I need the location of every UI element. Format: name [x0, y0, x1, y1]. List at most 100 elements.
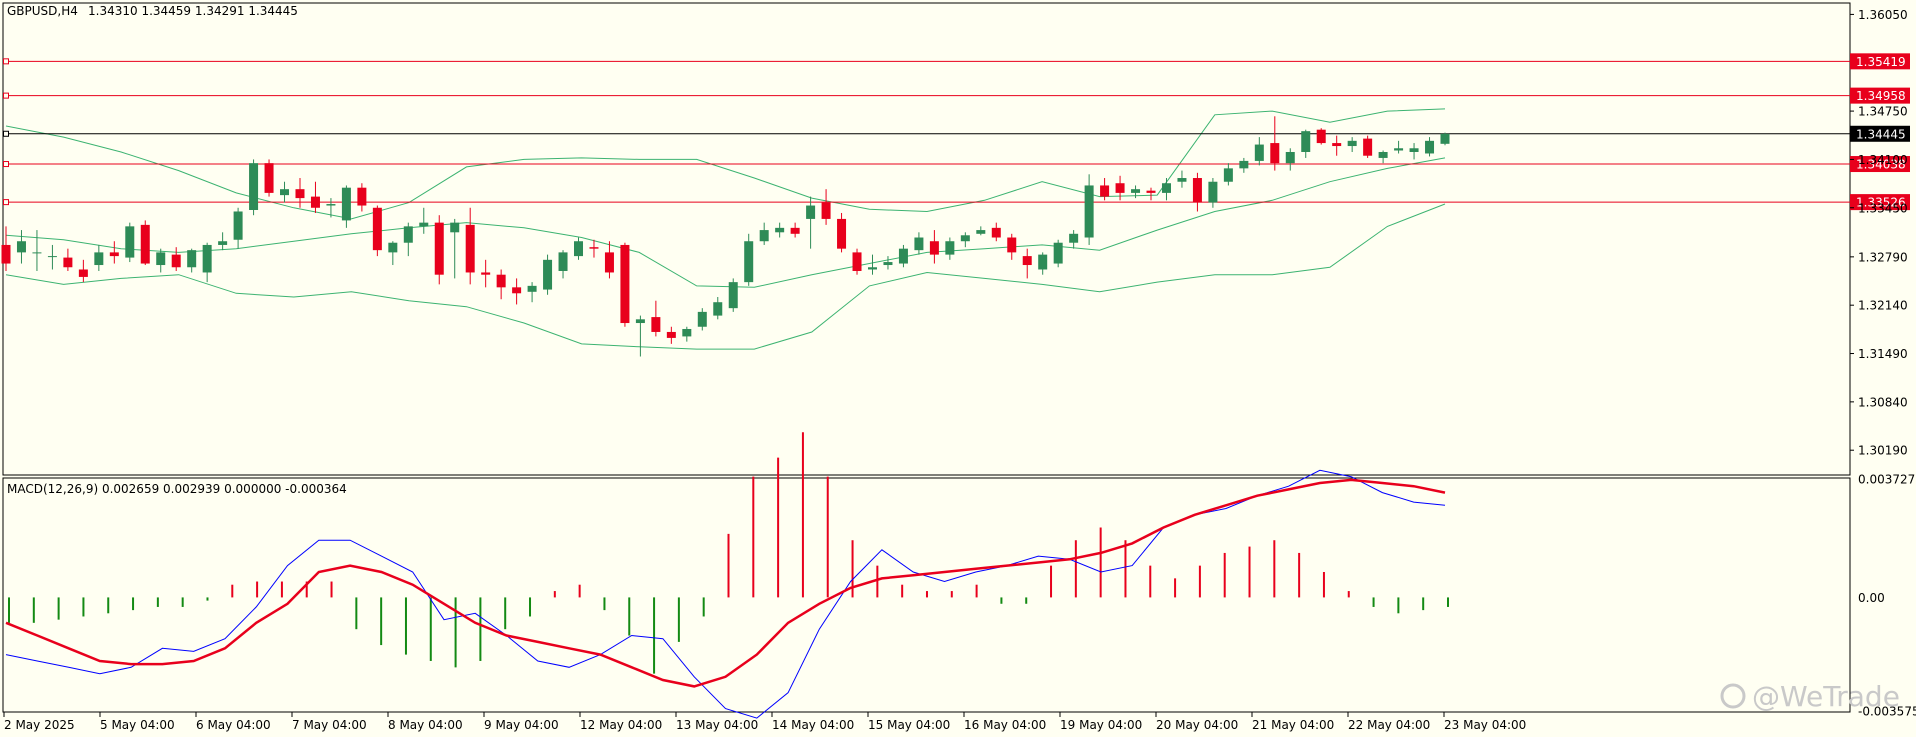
candle-bull [759, 230, 769, 242]
time-tick-label: 13 May 04:00 [676, 718, 758, 732]
candle-bear [1007, 237, 1017, 253]
candle-bear [1, 244, 11, 264]
macd-tick-label: 0.003727 [1858, 473, 1915, 487]
time-tick-label: 8 May 04:00 [388, 718, 463, 732]
candle-bull [1425, 140, 1435, 154]
candle-bear [666, 331, 676, 338]
candle-bear [295, 189, 305, 199]
candle-bull [1053, 242, 1063, 264]
current-price-tag-text: 1.34445 [1856, 127, 1906, 141]
candle-bull [1084, 185, 1094, 238]
level-3-tag [1850, 194, 1910, 211]
horizontal-levels[interactable]: 1.35419 1.34958 1.34038 1.33526 1.34445 [3, 53, 1910, 211]
time-tick-label: 15 May 04:00 [868, 718, 950, 732]
candle-bull [1378, 151, 1388, 158]
level-2-anchor [3, 161, 9, 168]
candle-bull [341, 187, 351, 221]
price-tick-label: 1.36050 [1858, 8, 1908, 22]
candle-bull [280, 189, 290, 196]
candle-bull [1301, 131, 1311, 152]
candle-bull [728, 282, 738, 309]
candle-bull [1177, 178, 1187, 182]
candle-bear [264, 163, 274, 193]
candle-bear [604, 252, 614, 273]
level-1-tag-text: 1.34958 [1856, 89, 1906, 103]
candle-bear [1115, 183, 1125, 193]
candle-bull [775, 227, 785, 233]
candle-bull [713, 302, 723, 316]
candle-bull [744, 241, 754, 283]
candle-bull [1440, 133, 1450, 144]
candle-bull [1208, 181, 1218, 203]
candle-bull [960, 235, 970, 242]
candle-bull [125, 226, 135, 258]
candle-bear [63, 257, 73, 268]
time-tick-label: 19 May 04:00 [1060, 718, 1142, 732]
candle-bear [109, 252, 119, 257]
candle-bull [47, 256, 57, 258]
time-tick-label: 2 May 2025 [4, 718, 75, 732]
current-price-tag [1850, 125, 1910, 142]
wetrade-icon [1720, 683, 1746, 709]
candle-bull [1285, 151, 1295, 164]
candle-bull [233, 211, 243, 240]
candle-bull [883, 262, 893, 266]
macd-tick-label: -0.003575 [1858, 705, 1916, 719]
candle-bull [682, 328, 692, 337]
candle-bull [450, 222, 460, 233]
candle-bull [202, 244, 212, 273]
candle-bull [249, 163, 259, 210]
candle-bear [140, 224, 150, 264]
current-price-anchor [3, 130, 9, 137]
time-tick-label: 6 May 04:00 [196, 718, 271, 732]
candle-bull [806, 205, 816, 219]
candle-bull [218, 241, 228, 245]
candle-bear [1270, 143, 1280, 164]
candle-bull [1254, 144, 1264, 161]
price-panel-frame [2, 2, 1851, 476]
level-2-tag [1850, 156, 1910, 173]
candle-bull [1347, 140, 1357, 147]
level-1-tag [1850, 87, 1910, 104]
candle-bear [1332, 143, 1342, 147]
price-tick-label: 1.32790 [1858, 250, 1908, 264]
macd-panel-frame [2, 477, 1851, 713]
price-tick-label: 1.34750 [1858, 105, 1908, 119]
candle-bear [651, 317, 661, 332]
candle-bear [1022, 256, 1032, 266]
level-2-tag-text: 1.34038 [1856, 158, 1906, 172]
macd-axis: 0.003727 0.00 -0.003575 [1858, 473, 1916, 719]
candle-bull [419, 222, 429, 227]
candle-bull [403, 226, 413, 243]
price-tick-label: 1.33450 [1858, 201, 1908, 215]
bollinger-lower-line [5, 203, 1446, 350]
time-tick-label: 14 May 04:00 [772, 718, 854, 732]
signal-line [5, 478, 1446, 688]
time-tick-label: 9 May 04:00 [484, 718, 559, 732]
ohlc-readout: 1.34310 1.34459 1.34291 1.34445 [88, 4, 298, 18]
candle-bull [898, 248, 908, 264]
candle-bull [945, 241, 955, 255]
candle-bear [512, 287, 522, 294]
price-axis: 1.36050 1.34750 1.34100 1.33450 1.32790 1.321… [1850, 8, 1908, 458]
candle-bear [78, 269, 88, 277]
candle-bull [1069, 233, 1079, 243]
candle-bull [527, 285, 537, 292]
macd-tick-label: 0.00 [1858, 591, 1885, 605]
candle-bear [821, 202, 831, 219]
candle-bull [187, 250, 197, 268]
price-tick-label: 1.32140 [1858, 299, 1908, 313]
price-tick-label: 1.34100 [1858, 153, 1908, 167]
level-3-tag-text: 1.33526 [1856, 196, 1906, 210]
candle-bear [620, 244, 630, 324]
bollinger-upper-line [5, 108, 1446, 220]
candle-bear [837, 218, 847, 249]
watermark-logo: @WeTrade [1720, 680, 1900, 713]
candle-bull [32, 252, 42, 254]
level-3-anchor [3, 199, 9, 206]
candle-bull [388, 242, 398, 253]
candle-bear [790, 227, 800, 234]
candle-bull [1409, 148, 1419, 152]
time-tick-label: 5 May 04:00 [100, 718, 175, 732]
